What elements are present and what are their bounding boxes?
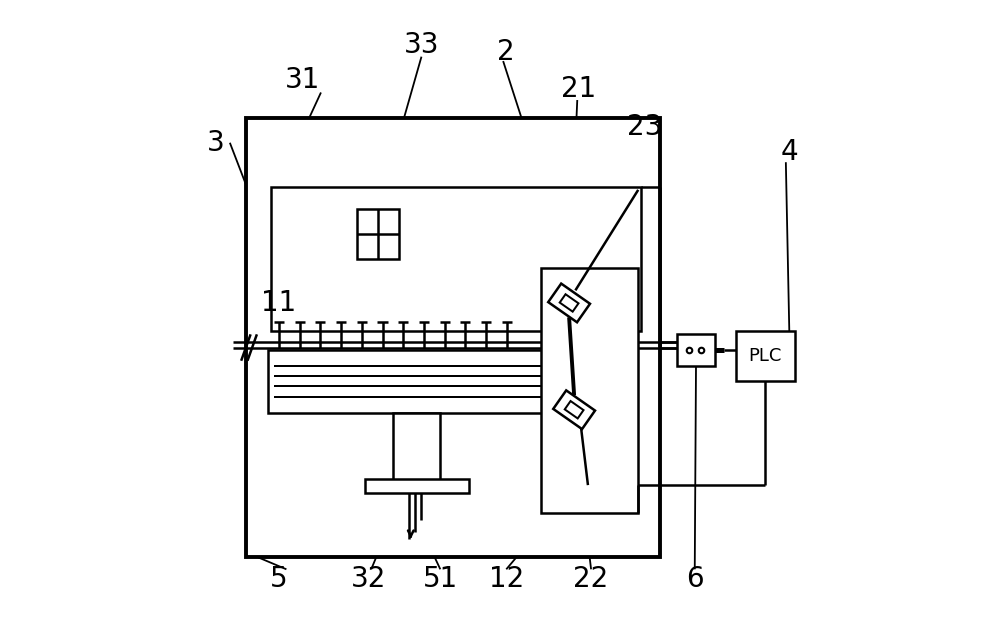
Text: 6: 6 bbox=[686, 565, 704, 593]
Bar bbox=[268, 350, 557, 413]
Text: 11: 11 bbox=[261, 289, 296, 317]
Text: 12: 12 bbox=[489, 565, 524, 593]
Text: 2: 2 bbox=[497, 38, 515, 66]
Text: 51: 51 bbox=[423, 565, 458, 593]
Text: 32: 32 bbox=[350, 565, 386, 593]
Polygon shape bbox=[565, 401, 584, 418]
Text: PLC: PLC bbox=[749, 347, 782, 365]
Polygon shape bbox=[560, 294, 579, 312]
Text: 5: 5 bbox=[270, 565, 288, 593]
Text: 3: 3 bbox=[207, 129, 225, 156]
Bar bbox=[271, 187, 641, 331]
Bar bbox=[541, 268, 638, 514]
Polygon shape bbox=[553, 391, 595, 429]
Text: 22: 22 bbox=[573, 565, 609, 593]
Bar bbox=[357, 209, 399, 259]
Polygon shape bbox=[548, 283, 590, 322]
Text: 23: 23 bbox=[627, 113, 662, 141]
Bar bbox=[736, 331, 795, 382]
Bar bbox=[246, 117, 660, 557]
Text: 4: 4 bbox=[780, 138, 798, 166]
Text: 33: 33 bbox=[404, 32, 439, 59]
Text: 31: 31 bbox=[284, 66, 320, 94]
Text: 21: 21 bbox=[561, 75, 596, 103]
Bar bbox=[677, 334, 715, 366]
Bar bbox=[365, 479, 469, 493]
Bar bbox=[393, 413, 440, 482]
